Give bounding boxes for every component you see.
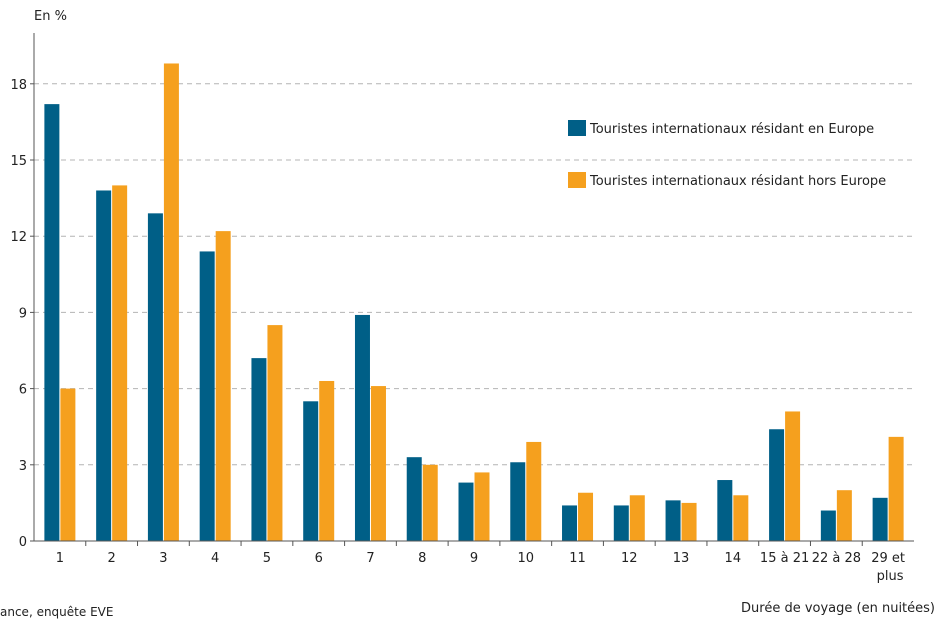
x-tick-label: 7: [366, 551, 374, 566]
x-tick-label: 13: [673, 551, 690, 566]
y-tick-label: 0: [19, 535, 27, 550]
bar-series-1-6: [303, 401, 319, 541]
y-tick-labels: 0 3 6 9 12 15 18: [10, 78, 34, 550]
x-tick-label: 1: [56, 551, 64, 566]
bar-series-1-16: [820, 510, 836, 541]
y-tick-label: 3: [19, 459, 27, 474]
bar-series-2-16: [836, 490, 852, 541]
y-tick-label: 18: [10, 78, 27, 93]
axes: [33, 33, 914, 542]
bar-series-1-2: [96, 190, 112, 542]
x-tick-label: 6: [315, 551, 323, 566]
x-tick-label: 22 à 28: [812, 551, 861, 566]
bar-series-1-4: [199, 251, 215, 541]
bar-series-1-1: [44, 104, 60, 542]
x-tick-labels: 1 2 3 4 5 6 7 8 9 10 11 12 13 14 15 à 21 22 à 28 29 etpl…: [56, 541, 905, 584]
x-tick-label: 29 et: [871, 551, 905, 566]
bar-series-2-6: [319, 380, 335, 541]
legend-label-1: Touristes internationaux résidant en Eur…: [589, 122, 874, 137]
x-tick-label: 2: [108, 551, 116, 566]
legend-swatch-1: [568, 120, 586, 136]
bar-series-1-3: [147, 213, 163, 541]
bar-series-1-13: [665, 500, 681, 541]
bar-series-2-4: [215, 231, 231, 541]
bar-series-2-2: [112, 185, 128, 541]
x-tick-label: 8: [418, 551, 426, 566]
bar-series-2-11: [578, 492, 594, 541]
bar-series-1-12: [613, 505, 629, 541]
y-tick-label: 6: [19, 383, 27, 398]
x-tick-label: 10: [517, 551, 534, 566]
bar-series-2-15: [785, 411, 801, 541]
bar-series-2-10: [526, 441, 542, 541]
bar-series-2-3: [163, 63, 179, 541]
y-tick-label: 12: [10, 230, 27, 245]
x-tick-label: 11: [569, 551, 586, 566]
bar-series-2-7: [370, 386, 386, 541]
bar-series-2-9: [474, 472, 490, 541]
bar-series-2-17: [888, 436, 904, 541]
legend-swatch-2: [568, 172, 586, 188]
bar-series-1-9: [458, 482, 474, 541]
bar-series-1-8: [406, 457, 422, 541]
x-tick-label: 9: [470, 551, 478, 566]
bar-series-1-11: [562, 505, 578, 541]
x-tick-label: 4: [211, 551, 219, 566]
legend-label-2: Touristes internationaux résidant hors E…: [589, 174, 886, 189]
bar-series-1-15: [769, 429, 785, 541]
x-axis-label: Durée de voyage (en nuitées): [741, 601, 935, 616]
bar-series-1-7: [354, 314, 370, 541]
x-tick-label: 5: [263, 551, 271, 566]
bar-series-2-1: [60, 388, 76, 541]
legend: Touristes internationaux résidant en Eur…: [568, 120, 886, 189]
x-tick-label: 12: [621, 551, 638, 566]
y-tick-label: 15: [10, 154, 27, 169]
bar-series-2-14: [733, 495, 749, 541]
x-tick-label: 3: [159, 551, 167, 566]
y-axis-label: En %: [34, 9, 67, 24]
bar-series-2-5: [267, 325, 283, 541]
bar-series-1-14: [717, 480, 733, 541]
bar-series-1-5: [251, 358, 267, 541]
y-tick-label: 9: [19, 306, 27, 321]
x-tick-label-line2: plus: [877, 569, 904, 584]
bar-series-1-17: [872, 497, 888, 541]
x-tick-label: 15 à 21: [760, 551, 809, 566]
x-tick-label: 14: [725, 551, 742, 566]
bar-series-2-8: [422, 464, 438, 541]
bar-series-2-12: [629, 495, 645, 541]
source-note: ance, enquête EVE: [0, 605, 114, 619]
bar-series-1-10: [510, 462, 526, 541]
bar-series-2-13: [681, 502, 697, 541]
gridlines: [34, 83, 914, 466]
bars: [44, 63, 904, 542]
